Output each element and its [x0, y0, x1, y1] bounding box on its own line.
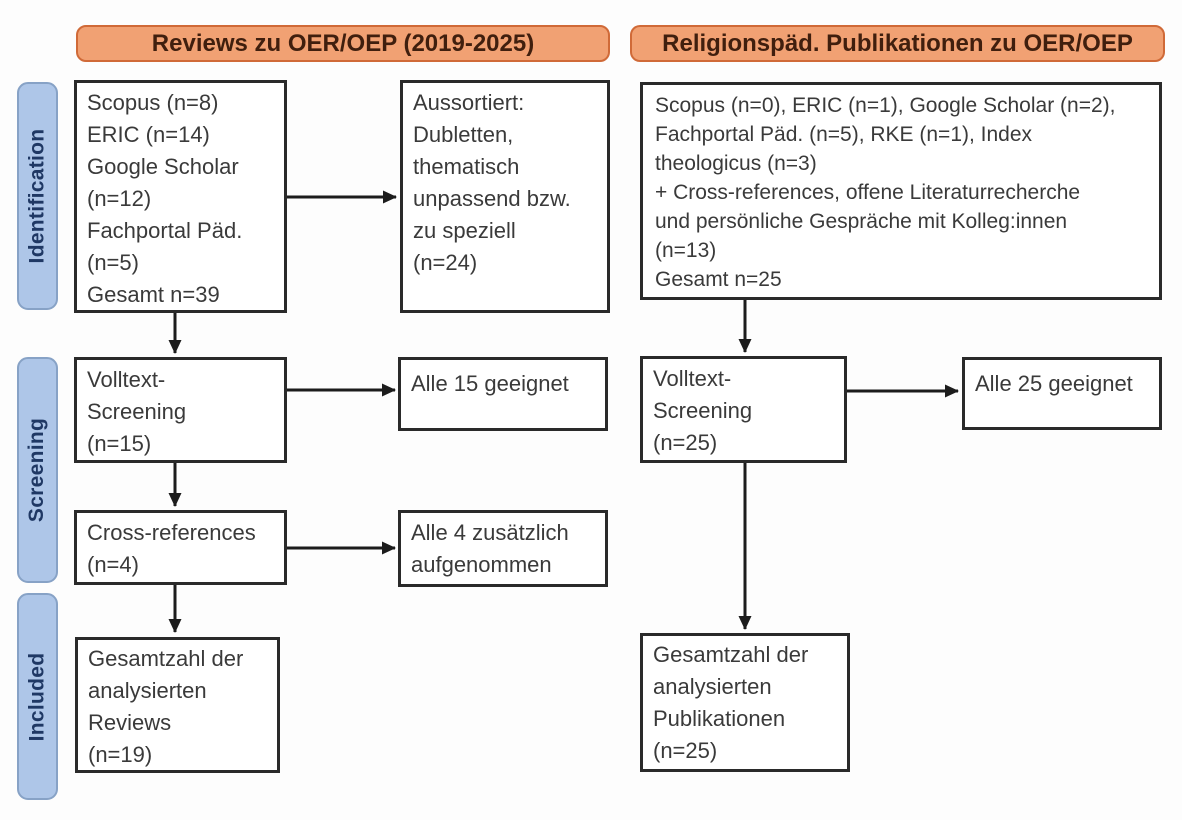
box-right-identification-sources: Scopus (n=0), ERIC (n=1), Google Scholar… [640, 82, 1162, 300]
box-left-total-analyzed: Gesamtzahl der analysierten Reviews (n=1… [75, 637, 280, 773]
box-right-all-eligible: Alle 25 geeignet [962, 357, 1162, 430]
stage-label-identification-text: Identification [25, 128, 49, 264]
box-left-cross-references: Cross-references (n=4) [74, 510, 287, 585]
box-left-all-eligible: Alle 15 geeignet [398, 357, 608, 431]
column-header-religionspaed: Religionspäd. Publikationen zu OER/OEP [630, 25, 1165, 62]
box-left-excluded: Aussortiert: Dubletten, thematisch unpas… [400, 80, 610, 313]
box-left-additionally-included: Alle 4 zusätzlich aufgenommen [398, 510, 608, 587]
column-header-reviews: Reviews zu OER/OEP (2019-2025) [76, 25, 610, 62]
box-left-fulltext-screening: Volltext- Screening (n=15) [74, 357, 287, 463]
stage-label-included: Included [17, 593, 58, 800]
stage-label-screening: Screening [17, 357, 58, 583]
box-right-total-analyzed: Gesamtzahl der analysierten Publikatione… [640, 633, 850, 772]
box-left-identification-sources: Scopus (n=8) ERIC (n=14) Google Scholar … [74, 80, 287, 313]
box-right-fulltext-screening: Volltext- Screening (n=25) [640, 356, 847, 463]
stage-label-screening-text: Screening [25, 417, 49, 523]
stage-label-identification: Identification [17, 82, 58, 310]
stage-label-included-text: Included [25, 652, 49, 741]
